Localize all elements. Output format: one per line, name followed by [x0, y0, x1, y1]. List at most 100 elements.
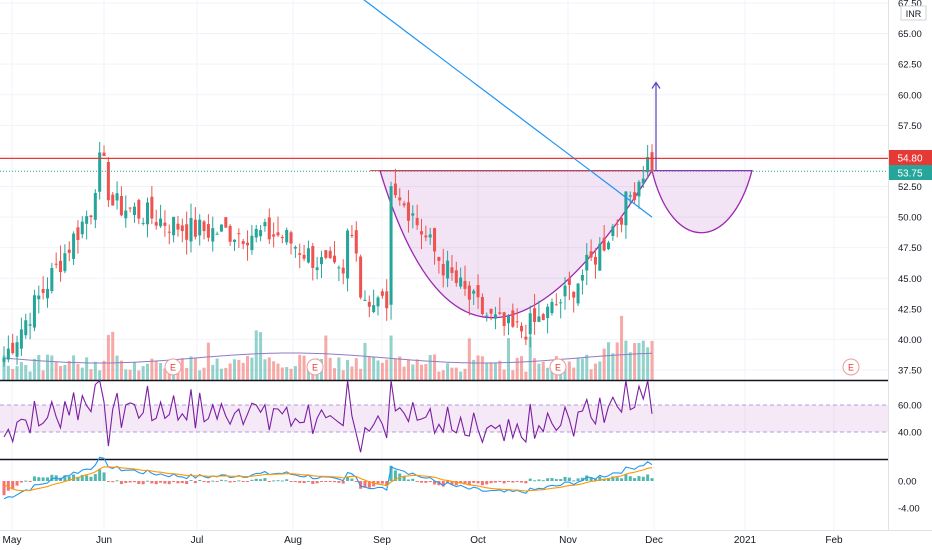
- volume-bar: [89, 369, 93, 380]
- macd-histogram-bar: [180, 481, 184, 484]
- candle-body: [541, 314, 545, 321]
- volume-bar: [111, 331, 115, 380]
- candle-body: [237, 233, 241, 235]
- macd-histogram-bar: [641, 476, 645, 481]
- volume-bar: [563, 367, 567, 380]
- macd-histogram-bar: [363, 481, 367, 488]
- rsi-line: [3, 379, 653, 453]
- earnings-marker[interactable]: [306, 358, 324, 376]
- volume-bar: [232, 359, 237, 380]
- candle-body: [385, 291, 389, 309]
- macd-histogram-bar: [441, 481, 445, 487]
- candle-body: [567, 278, 571, 285]
- volume-bar: [624, 340, 628, 380]
- time-axis-labels[interactable]: May Jun Jul Aug Sep Oct Nov Dec 2021 Feb: [3, 535, 844, 546]
- candle-body: [219, 224, 223, 232]
- candle-body: [576, 283, 580, 304]
- earnings-marker[interactable]: [842, 358, 860, 376]
- volume-bar: [141, 366, 145, 380]
- time-tick-label: Jun: [96, 535, 112, 546]
- candle-body: [106, 162, 110, 201]
- macd-histogram-bar: [115, 480, 119, 482]
- candle-body: [76, 227, 80, 240]
- volume-bar: [259, 332, 263, 380]
- macd-histogram-bar: [559, 479, 563, 481]
- volume-bar: [580, 358, 584, 380]
- macd-histogram-bar: [511, 481, 515, 483]
- macd-histogram-bar: [611, 476, 615, 481]
- candle-body: [250, 235, 254, 251]
- volume-bar: [476, 355, 480, 380]
- volume-bar: [502, 369, 506, 380]
- macd-histogram-bar: [354, 481, 358, 482]
- volume-bar: [285, 367, 289, 380]
- volume-bar: [272, 361, 276, 380]
- macd-histogram-bar: [189, 480, 193, 482]
- signal-line: [3, 466, 653, 492]
- volume-bar: [167, 370, 171, 380]
- price-tick-label: 47.50: [898, 243, 922, 254]
- volume-bar: [637, 343, 641, 380]
- volume-bar: [489, 362, 493, 380]
- volume-bar: [576, 358, 580, 380]
- volume-bar: [411, 364, 415, 380]
- macd-histogram-bar: [159, 481, 163, 483]
- earnings-marker-label: E: [312, 363, 318, 373]
- macd-histogram-bar: [246, 481, 250, 482]
- volume-bar: [524, 371, 528, 380]
- volume-bar: [380, 362, 384, 380]
- moving-average-line: [363, 0, 653, 218]
- candle-body: [159, 218, 163, 227]
- macd-histogram-bar: [298, 481, 302, 483]
- volume-bar: [15, 366, 19, 380]
- macd-histogram-bar: [402, 475, 406, 481]
- macd-histogram-bar: [533, 480, 537, 482]
- volume-bar: [159, 363, 163, 380]
- macd-tick-label: 0.00: [898, 477, 917, 488]
- candle-body: [206, 224, 210, 238]
- volume-bar: [433, 354, 437, 380]
- handle-pattern[interactable]: [651, 169, 753, 234]
- price-tick-label: 67.50: [898, 0, 922, 10]
- candle-body: [80, 221, 84, 235]
- earnings-marker-label: E: [848, 363, 854, 373]
- macd-histogram-bar: [132, 481, 136, 483]
- volume-bar: [54, 361, 58, 380]
- volume-bar: [628, 352, 632, 380]
- earnings-marker[interactable]: [549, 358, 567, 376]
- last-price-tag: [889, 165, 932, 180]
- macd-histogram-bar: [80, 474, 84, 481]
- candle-body: [350, 234, 354, 237]
- candle-body: [272, 234, 276, 237]
- candle-body: [232, 239, 237, 242]
- volume-bar: [389, 335, 393, 380]
- macd-histogram-bar: [19, 481, 23, 483]
- volume-bar: [102, 360, 106, 380]
- macd-axis-labels: 0.00 -4.00: [898, 477, 920, 515]
- volume-bar: [459, 371, 463, 380]
- macd-histogram-bar: [585, 475, 589, 481]
- candle-body: [515, 321, 519, 323]
- macd-histogram-bar: [137, 481, 141, 484]
- currency-badge[interactable]: [900, 5, 927, 21]
- candle-body: [411, 213, 415, 216]
- volume-bar: [633, 343, 637, 380]
- volume-bar: [67, 361, 71, 380]
- volume-bar: [546, 367, 550, 380]
- price-tick-label: 62.50: [898, 60, 922, 71]
- earnings-marker-label: E: [170, 363, 176, 373]
- earnings-marker[interactable]: [164, 358, 182, 376]
- volume-bar: [93, 361, 97, 380]
- candle-body: [298, 253, 302, 255]
- target-arrow[interactable]: [651, 81, 661, 171]
- macd-histogram-bar: [150, 481, 154, 484]
- volume-bar: [219, 368, 223, 380]
- candle-body: [285, 229, 289, 243]
- volume-bar: [154, 360, 158, 380]
- price-axis[interactable]: [888, 0, 932, 530]
- volume-bar: [354, 358, 358, 380]
- macd-histogram-bar: [463, 481, 467, 485]
- volume-bar: [189, 356, 193, 380]
